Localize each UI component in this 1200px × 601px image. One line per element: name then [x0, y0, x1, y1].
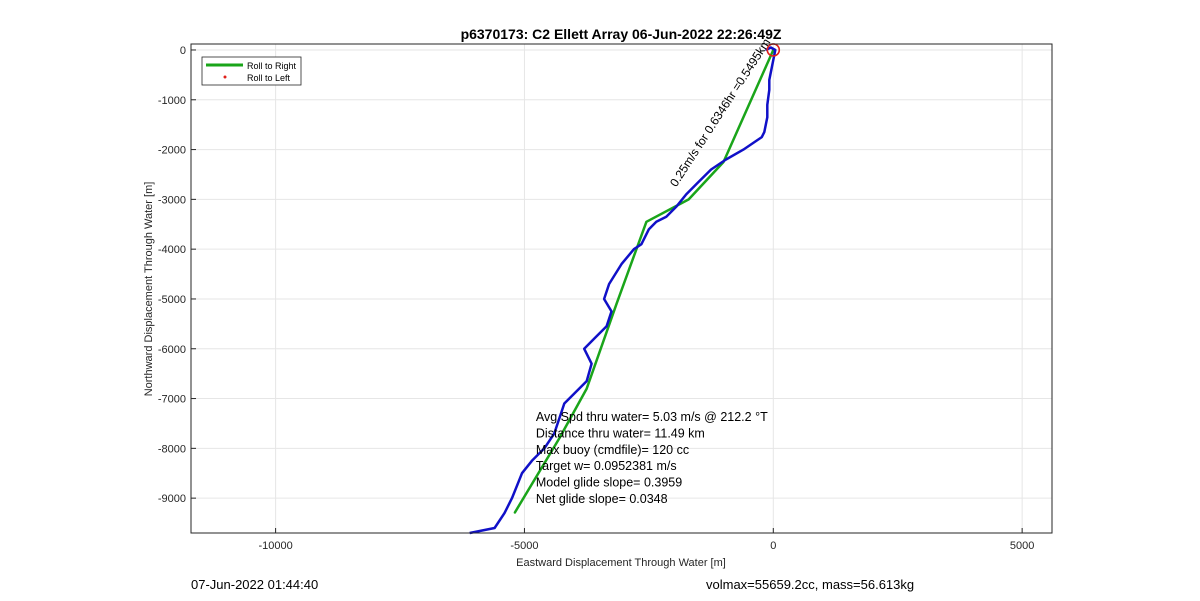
y-tick-label: -5000	[158, 294, 186, 306]
data-point	[563, 402, 565, 405]
data-point	[665, 216, 667, 218]
data-point	[586, 387, 588, 390]
data-point	[768, 79, 770, 81]
y-tick-label: -6000	[158, 344, 186, 356]
x-tick-label: 5000	[1010, 540, 1034, 552]
data-point	[766, 116, 768, 118]
legend-swatch-roll-left	[223, 75, 227, 79]
data-point	[768, 89, 770, 91]
chart-title: p6370173: C2 Ellett Array 06-Jun-2022 22…	[461, 26, 782, 42]
legend-box	[201, 56, 302, 86]
x-tick-label: 0	[770, 540, 776, 552]
data-point	[553, 432, 555, 435]
y-tick-label: -2000	[158, 145, 186, 157]
data-point	[603, 298, 605, 300]
y-axis-label: Northward Displacement Through Water [m]	[143, 182, 155, 397]
data-point	[698, 181, 700, 183]
stats-line: Model glide slope= 0.3959	[536, 476, 682, 490]
data-point	[591, 363, 593, 365]
footer-mass-info: volmax=55659.2cc, mass=56.613kg	[706, 577, 915, 592]
y-tick-label: 0	[180, 45, 186, 57]
y-tick-label: -7000	[158, 394, 186, 406]
data-point	[688, 198, 690, 200]
stats-line: Target w= 0.0952381 m/s	[536, 459, 677, 473]
stats-line: Distance thru water= 11.49 km	[536, 426, 705, 440]
data-point	[648, 228, 650, 230]
data-point	[521, 472, 523, 474]
legend: Roll to Right Roll to Left	[201, 56, 302, 86]
data-point	[763, 131, 765, 133]
stats-annotation: Avg Spd thru water= 5.03 m/s @ 212.2 °T D…	[536, 410, 768, 506]
data-point	[685, 193, 687, 195]
data-point	[610, 310, 613, 313]
data-point	[558, 417, 560, 420]
data-point	[655, 221, 657, 223]
data-point	[493, 527, 496, 529]
data-point	[640, 243, 643, 245]
data-point	[513, 512, 516, 514]
footer-timestamp: 07-Jun-2022 01:44:40	[191, 577, 319, 592]
x-axis-label: Eastward Displacement Through Water [m]	[516, 557, 726, 569]
data-point	[620, 263, 623, 265]
data-point	[608, 283, 610, 285]
data-point	[531, 460, 533, 462]
data-point	[593, 338, 595, 340]
data-point	[765, 49, 767, 51]
x-tick-label: -10000	[258, 540, 292, 552]
x-tick-label: -5000	[510, 540, 538, 552]
data-point	[503, 512, 506, 514]
y-tick-label: -8000	[158, 443, 186, 455]
data-point	[558, 437, 560, 439]
data-point	[645, 221, 647, 223]
data-point	[710, 168, 712, 171]
data-point	[586, 380, 588, 382]
series-line-green	[513, 49, 775, 514]
data-point	[725, 158, 727, 161]
data-point	[543, 447, 545, 449]
data-point	[516, 485, 518, 487]
ticks: -10000 -5000 0 5000 0 -1000 -2000 -3000 -4000 -50…	[158, 45, 1035, 552]
data-point	[583, 348, 585, 350]
y-tick-label: -9000	[158, 493, 186, 505]
grid	[191, 44, 1052, 533]
data-point	[753, 141, 755, 143]
data-point	[770, 46, 772, 49]
y-tick-label: -4000	[158, 244, 186, 256]
data-point	[742, 148, 745, 151]
stats-line: Net glide slope= 0.0348	[536, 492, 668, 506]
data-point	[766, 104, 768, 106]
data-point	[633, 248, 635, 250]
data-point	[615, 303, 618, 305]
stats-line: Avg Spd thru water= 5.03 m/s @ 212.2 °T	[536, 410, 768, 424]
y-tick-label: -1000	[158, 95, 186, 107]
series-line-blue	[469, 46, 777, 535]
legend-label-roll-left: Roll to Left	[247, 73, 291, 83]
data-point	[511, 497, 513, 499]
legend-label-roll-right: Roll to Right	[247, 61, 297, 71]
data-point	[774, 49, 776, 51]
y-tick-label: -3000	[158, 194, 186, 206]
data-point	[761, 136, 763, 138]
data-point	[573, 392, 575, 395]
data-point	[675, 206, 677, 208]
stats-line: Max buoy (cmdfile)= 120 cc	[536, 443, 689, 457]
data-point	[605, 325, 608, 327]
axes-box	[190, 43, 1053, 534]
